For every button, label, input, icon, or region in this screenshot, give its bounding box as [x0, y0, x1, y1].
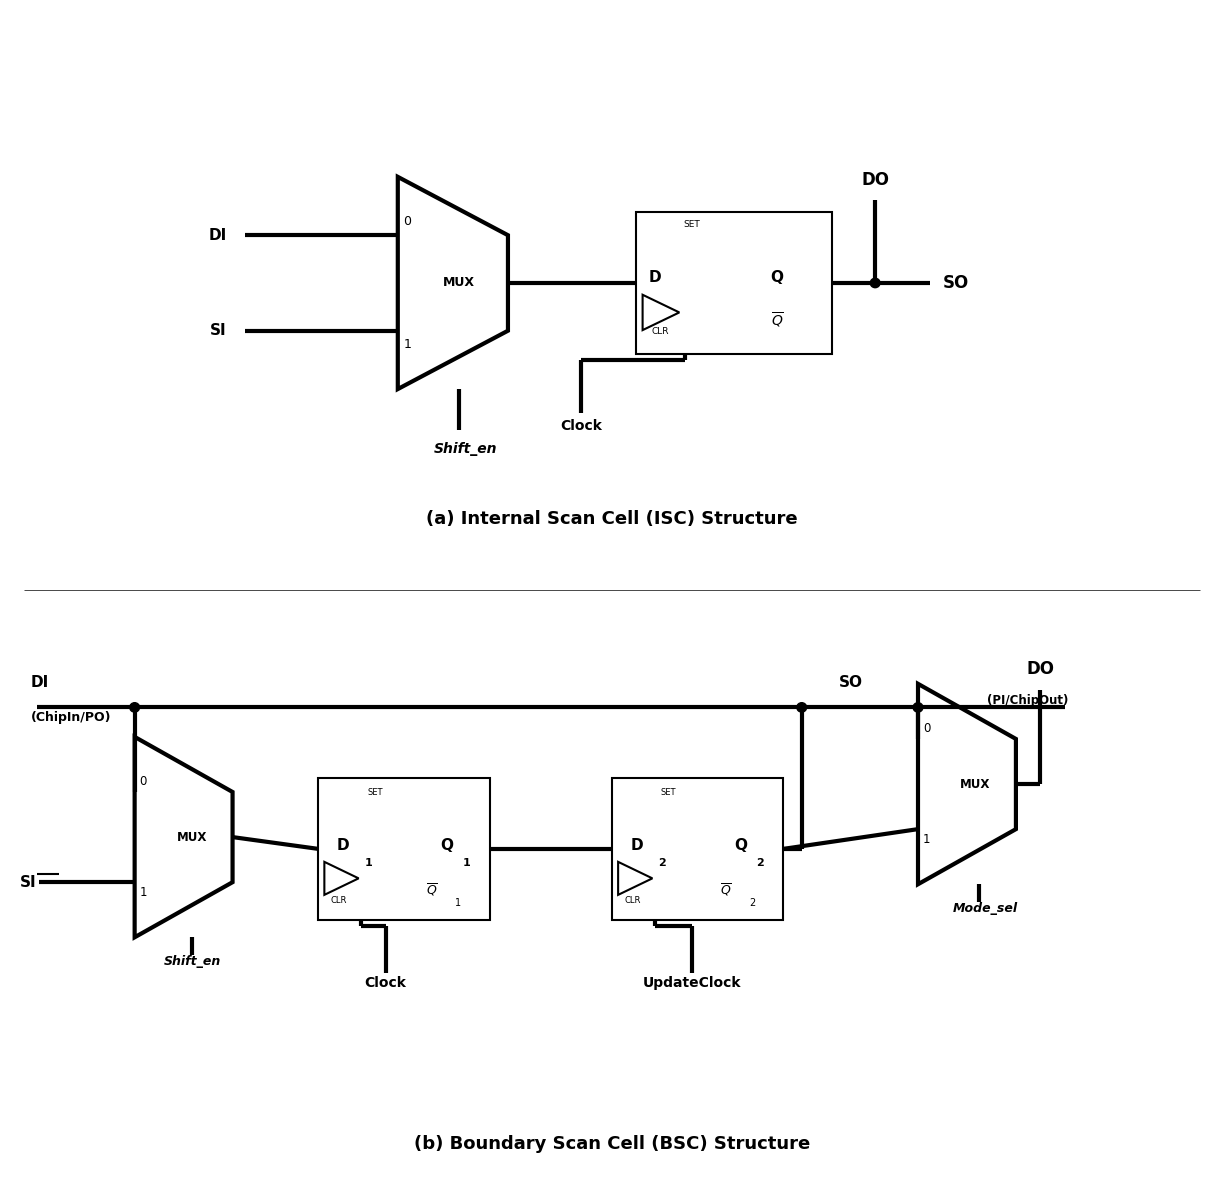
Text: $\overline{Q}$: $\overline{Q}$ [771, 311, 785, 330]
Text: Shift_en: Shift_en [433, 442, 497, 456]
Text: MUX: MUX [961, 777, 990, 791]
Text: Clock: Clock [561, 419, 602, 433]
Circle shape [130, 703, 140, 712]
Text: SO: SO [838, 674, 863, 690]
Text: DI: DI [208, 228, 226, 243]
Text: 1: 1 [140, 885, 147, 898]
Text: $\overline{Q}$: $\overline{Q}$ [426, 882, 438, 898]
Text: DO: DO [862, 171, 889, 189]
Text: D: D [630, 838, 643, 852]
Text: 1: 1 [923, 832, 930, 845]
Text: CLR: CLR [624, 896, 640, 905]
Text: 0: 0 [404, 215, 411, 228]
Text: DO: DO [1027, 660, 1054, 678]
Text: CLR: CLR [651, 327, 668, 336]
Bar [612, 778, 783, 920]
Text: MUX: MUX [177, 830, 207, 844]
Text: (b) Boundary Scan Cell (BSC) Structure: (b) Boundary Scan Cell (BSC) Structure [414, 1134, 810, 1153]
Text: 1: 1 [365, 858, 372, 868]
Text: Q: Q [734, 838, 748, 852]
Text: DI: DI [31, 674, 49, 690]
Text: SET: SET [683, 219, 700, 229]
Text: (a) Internal Scan Cell (ISC) Structure: (a) Internal Scan Cell (ISC) Structure [426, 509, 798, 528]
Text: D: D [649, 270, 661, 284]
Circle shape [913, 703, 923, 712]
Circle shape [797, 703, 807, 712]
Text: D: D [337, 838, 349, 852]
Text: 2: 2 [749, 898, 755, 908]
Text: SO: SO [942, 274, 968, 292]
Text: SI: SI [209, 323, 226, 338]
Text: 1: 1 [404, 338, 411, 351]
Text: SET: SET [367, 788, 383, 797]
Text: SI: SI [20, 875, 37, 890]
Text: SET: SET [661, 788, 677, 797]
Text: Q: Q [441, 838, 454, 852]
Text: 1: 1 [455, 898, 461, 908]
Text: 1: 1 [463, 858, 470, 868]
Text: 2: 2 [659, 858, 666, 868]
Text: Q: Q [771, 270, 783, 284]
Text: CLR: CLR [330, 896, 346, 905]
Bar [318, 778, 490, 920]
Text: MUX: MUX [443, 276, 475, 290]
Text: UpdateClock: UpdateClock [643, 976, 741, 990]
Bar [636, 212, 832, 354]
Text: 2: 2 [756, 858, 764, 868]
Text: Clock: Clock [365, 976, 406, 990]
Text: Mode_sel: Mode_sel [952, 902, 1018, 915]
Text: (ChipIn/PO): (ChipIn/PO) [31, 711, 111, 724]
Text: Shift_en: Shift_en [164, 955, 220, 968]
Text: $\overline{Q}$: $\overline{Q}$ [720, 882, 732, 898]
Text: 0: 0 [140, 776, 147, 789]
Text: (PI/ChipOut): (PI/ChipOut) [988, 694, 1069, 707]
Circle shape [870, 278, 880, 288]
Text: 0: 0 [923, 723, 930, 736]
